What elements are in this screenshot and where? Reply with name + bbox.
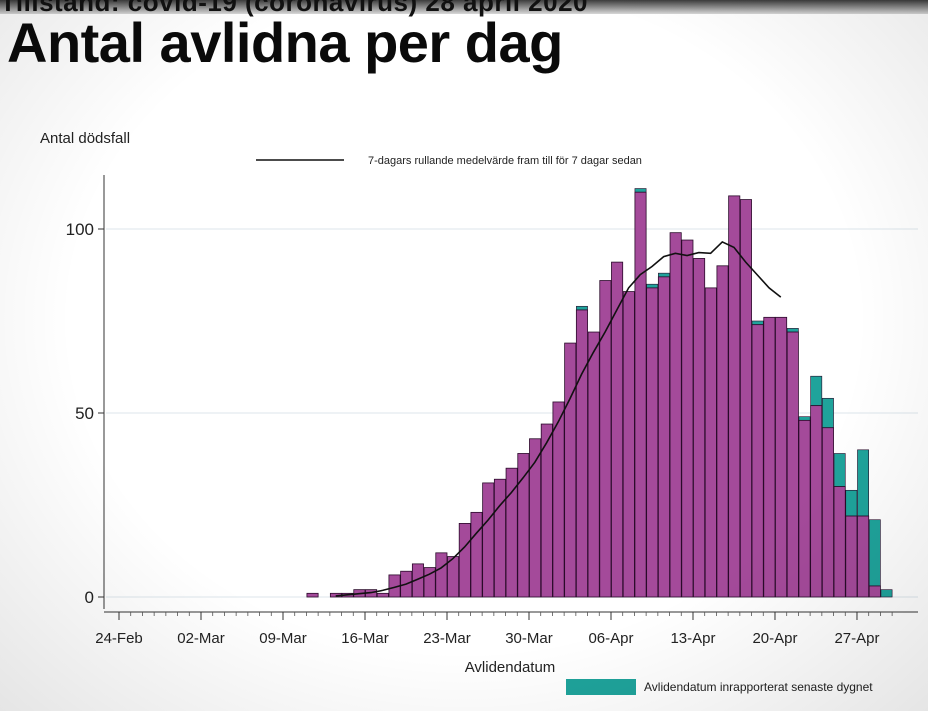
bar-deaths	[587, 331, 600, 598]
top-banner-strip: Tillstånd: covid-19 (coronavirus) 28 apr…	[0, 0, 928, 17]
legend-line-label: 7-dagars rullande medelvärde fram till f…	[368, 155, 642, 167]
y-axis-title: Antal dödsfall	[40, 130, 130, 147]
top-banner-text: Tillstånd: covid-19 (coronavirus) 28 apr…	[0, 0, 588, 17]
bar-deaths	[599, 280, 612, 598]
bar-deaths	[634, 191, 647, 598]
bar-deaths	[411, 563, 424, 598]
bar-new-report	[751, 320, 764, 325]
bar-deaths	[868, 585, 881, 598]
x-tick-label: 13-Apr	[670, 630, 715, 647]
bar-deaths	[763, 316, 776, 598]
bar-new-report	[634, 188, 647, 193]
bar-new-report	[880, 589, 893, 598]
bar-deaths	[798, 419, 811, 598]
page-title: Antal avlidna per dag	[7, 11, 563, 74]
bar-deaths	[646, 287, 659, 598]
bar-deaths	[693, 258, 706, 598]
bar-new-report	[786, 328, 799, 333]
x-tick-label: 24-Feb	[95, 630, 143, 647]
bar-deaths	[845, 515, 858, 598]
bar-deaths	[657, 276, 670, 598]
bar-deaths	[704, 287, 717, 598]
x-tick-label: 20-Apr	[752, 630, 797, 647]
bar-deaths	[540, 423, 553, 598]
bar-deaths	[376, 592, 389, 598]
y-tick-label: 100	[66, 220, 94, 239]
bar-new-report	[658, 272, 670, 278]
bar-deaths	[529, 438, 542, 598]
bar-deaths	[517, 453, 530, 598]
bar-new-report	[576, 305, 588, 311]
bar-new-report	[810, 375, 823, 406]
bar-new-report	[646, 283, 659, 289]
bar-new-report	[822, 397, 834, 429]
x-tick-label: 02-Mar	[177, 630, 225, 647]
bar-deaths	[458, 523, 471, 598]
bar-deaths	[786, 331, 799, 598]
bar-deaths	[447, 556, 460, 598]
x-tick-label: 23-Mar	[423, 630, 471, 647]
x-tick-label: 30-Mar	[505, 630, 553, 647]
bar-deaths	[552, 401, 565, 598]
y-tick-label: 50	[75, 404, 94, 423]
bar-deaths	[821, 427, 834, 598]
bar-deaths	[564, 342, 577, 598]
bar-new-report	[845, 489, 858, 517]
bar-new-report	[857, 449, 869, 517]
bar-deaths	[306, 592, 319, 598]
bar-new-report	[868, 519, 881, 587]
x-tick-label: 16-Mar	[341, 630, 389, 647]
bar-deaths	[728, 195, 741, 598]
bar-deaths	[681, 239, 694, 598]
bar-deaths	[622, 291, 635, 598]
bar-deaths	[470, 511, 483, 598]
bar-deaths	[669, 232, 682, 598]
bar-deaths	[493, 478, 506, 598]
bar-deaths	[482, 482, 495, 598]
bar-deaths	[423, 567, 436, 598]
legend-new-reports: Avlidendatum inrapporterat senaste dygne…	[566, 678, 873, 696]
bar-deaths	[810, 405, 823, 598]
x-tick-label: 09-Mar	[259, 630, 307, 647]
legend-new-reports-label: Avlidendatum inrapporterat senaste dygne…	[644, 680, 873, 694]
bar-deaths	[775, 316, 788, 598]
bar-deaths	[611, 261, 624, 598]
bar-new-report	[798, 416, 811, 421]
y-tick-label: 0	[85, 588, 94, 607]
bar-deaths	[739, 199, 752, 598]
legend-new-reports-swatch	[566, 679, 636, 695]
bar-deaths	[716, 265, 729, 598]
rolling-mean-line	[335, 240, 782, 597]
x-tick-label: 06-Apr	[588, 630, 633, 647]
bar-new-report	[833, 453, 846, 487]
bar-deaths	[575, 309, 588, 598]
bar-deaths	[751, 324, 764, 598]
bar-deaths	[505, 467, 518, 598]
bar-deaths	[435, 552, 448, 598]
x-axis-title: Avlidendatum	[465, 659, 556, 676]
x-tick-label: 27-Apr	[834, 630, 879, 647]
bar-deaths	[857, 515, 870, 598]
bar-deaths	[833, 486, 846, 598]
